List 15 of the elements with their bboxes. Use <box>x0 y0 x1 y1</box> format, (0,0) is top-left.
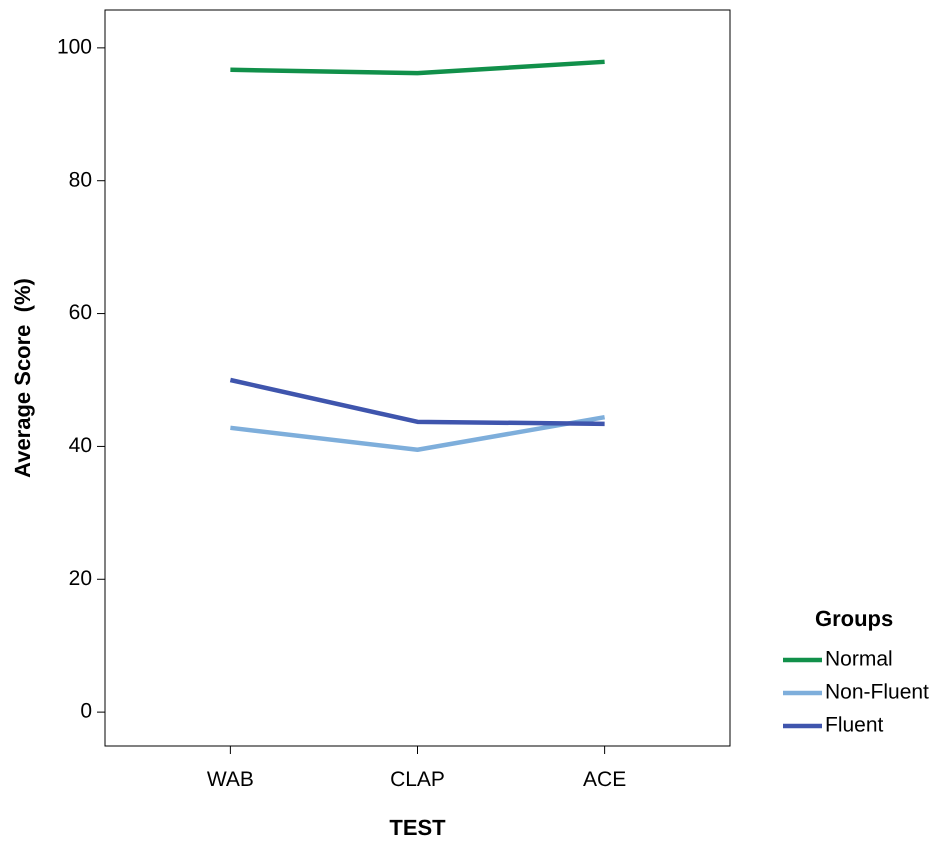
legend-label: Non-Fluent <box>825 680 930 704</box>
x-axis-title: TEST <box>389 815 446 840</box>
x-tick-label: ACE <box>583 768 626 791</box>
legend-title: Groups <box>815 606 894 631</box>
y-tick-label: 80 <box>68 168 92 192</box>
legend-label: Fluent <box>825 714 884 737</box>
x-tick-label: WAB <box>206 768 254 791</box>
legend-label: Normal <box>825 648 893 671</box>
y-axis-title: Average Score (%) <box>10 278 35 478</box>
y-tick-label: 0 <box>80 700 92 723</box>
y-tick-label: 100 <box>56 35 92 58</box>
x-tick-label: CLAP <box>390 768 445 791</box>
y-tick-label: 60 <box>68 301 92 324</box>
y-tick-label: 20 <box>68 566 92 590</box>
y-tick-label: 40 <box>68 434 92 457</box>
